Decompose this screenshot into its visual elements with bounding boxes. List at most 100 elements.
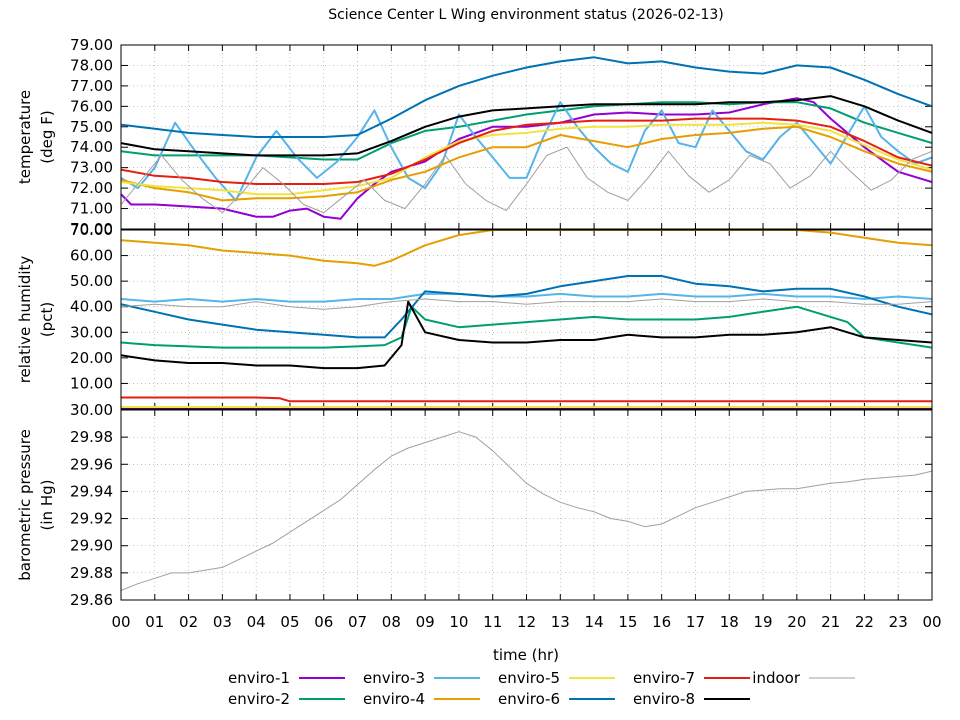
panel-3: 29.86 29.88 29.90 29.92 29.94 29.96 29.98 30.00… <box>16 401 933 609</box>
legend-item-enviro-6: enviro-6 <box>498 690 615 708</box>
legend: enviro-1 enviro-2 enviro-3 enviro-4 enviro-5… <box>228 669 855 708</box>
chart-title: Science Center L Wing environment status… <box>328 7 724 23</box>
y-tick-label: 74.00 <box>70 138 113 156</box>
y-tick-label: 30.00 <box>70 401 113 419</box>
series-line-enviro-2 <box>121 305 932 349</box>
x-axis-label: time (hr) <box>493 646 559 664</box>
legend-label: enviro-6 <box>498 690 560 708</box>
y-tick-label: 29.88 <box>70 564 113 582</box>
x-tick-label: 07 <box>348 613 367 631</box>
plot-frame <box>120 409 933 601</box>
x-tick-label: 11 <box>483 613 502 631</box>
x-tick-label: 16 <box>652 613 671 631</box>
legend-item-enviro-1: enviro-1 <box>228 669 345 687</box>
y-tick-label: 77.00 <box>70 77 113 95</box>
y-tick-label: 60.00 <box>70 247 113 265</box>
x-tick-label: 15 <box>618 613 637 631</box>
x-tick-label: 10 <box>449 613 468 631</box>
legend-label: enviro-1 <box>228 669 290 687</box>
y-tick-label: 10.00 <box>70 374 113 392</box>
series-line-indoor <box>121 146 932 214</box>
x-tick-label: 00 <box>922 613 941 631</box>
legend-item-enviro-3: enviro-3 <box>363 669 480 687</box>
x-tick-label: 14 <box>585 613 604 631</box>
y-tick-label: 29.98 <box>70 428 113 446</box>
y-axis-label: temperature (deg F) <box>16 90 56 184</box>
x-tick-label: 18 <box>720 613 739 631</box>
legend-label: indoor <box>752 669 801 687</box>
series-line-enviro-4 <box>121 125 932 202</box>
y-tick-label: 73.00 <box>70 159 113 177</box>
series-line-enviro-8 <box>121 300 932 370</box>
y-tick-label: 20.00 <box>70 349 113 367</box>
y-tick-label: 78.00 <box>70 56 113 74</box>
y-axis-label: relative humidity (pct) <box>16 256 56 384</box>
x-tick-label: 06 <box>314 613 333 631</box>
x-tick-label: 21 <box>821 613 840 631</box>
panel-2: 10.00 20.00 30.00 40.00 50.00 60.00 70.00 relat… <box>16 221 933 410</box>
gridlines <box>120 229 933 410</box>
x-tick-label: 03 <box>213 613 232 631</box>
x-tick-label: 19 <box>753 613 772 631</box>
legend-label: enviro-4 <box>363 690 425 708</box>
series-line-enviro-7 <box>121 396 932 403</box>
legend-item-enviro-7: enviro-7 <box>633 669 750 687</box>
series-group <box>121 230 932 409</box>
series-line-enviro-7 <box>121 117 932 185</box>
series-line-enviro-4 <box>121 230 932 267</box>
x-tick-label: 00 <box>111 613 130 631</box>
legend-label: enviro-8 <box>633 690 695 708</box>
series-line-enviro-6 <box>121 56 932 138</box>
series-group <box>121 431 932 591</box>
legend-label: enviro-7 <box>633 669 695 687</box>
x-tick-label: 23 <box>889 613 908 631</box>
y-tick-label: 75.00 <box>70 118 113 136</box>
y-tick-label: 71.00 <box>70 200 113 218</box>
series-line-indoor <box>121 298 932 310</box>
y-axis-label: barometric pressure (in Hg) <box>16 429 56 581</box>
series-line-enviro-1 <box>121 97 932 220</box>
plot-frame <box>120 229 933 410</box>
x-tick-label: 20 <box>787 613 806 631</box>
x-tick-label: 17 <box>686 613 705 631</box>
gridlines <box>120 409 933 601</box>
y-tick-label: 70.00 <box>70 220 113 238</box>
y-tick-label: 72.00 <box>70 179 113 197</box>
y-tick-label: 70.00 <box>70 221 113 239</box>
x-tick-label: 13 <box>551 613 570 631</box>
series-line-indoor <box>121 431 932 591</box>
x-tick-label: 04 <box>247 613 266 631</box>
series-line-enviro-3 <box>121 292 932 303</box>
legend-label: enviro-2 <box>228 690 290 708</box>
legend-item-enviro-5: enviro-5 <box>498 669 615 687</box>
chart-panels: 70.00 71.00 72.00 73.00 74.00 75.00 76.00 77.00… <box>16 36 942 631</box>
y-tick-label: 30.00 <box>70 323 113 341</box>
series-line-enviro-6 <box>121 275 932 339</box>
series-line-enviro-8 <box>121 95 932 157</box>
x-tick-label: 22 <box>855 613 874 631</box>
y-tick-label: 76.00 <box>70 97 113 115</box>
x-tick-label: 01 <box>145 613 164 631</box>
y-tick-label: 79.00 <box>70 36 113 54</box>
series-group <box>121 56 932 220</box>
y-tick-label: 29.94 <box>70 482 113 500</box>
series-line-enviro-5 <box>121 121 932 196</box>
y-tick-label: 29.90 <box>70 537 113 555</box>
y-tick-label: 50.00 <box>70 272 113 290</box>
legend-item-enviro-2: enviro-2 <box>228 690 345 708</box>
legend-item-enviro-4: enviro-4 <box>363 690 480 708</box>
x-tick-label: 09 <box>416 613 435 631</box>
x-tick-label: 08 <box>382 613 401 631</box>
legend-item-enviro-8: enviro-8 <box>633 690 750 708</box>
legend-label: enviro-5 <box>498 669 560 687</box>
y-tick-label: 29.86 <box>70 591 113 609</box>
panel-1: 70.00 71.00 72.00 73.00 74.00 75.00 76.00 77.00… <box>16 36 933 238</box>
y-tick-label: 29.96 <box>70 455 113 473</box>
legend-item-indoor: indoor <box>752 669 855 687</box>
y-tick-label: 29.92 <box>70 510 113 528</box>
x-tick-label: 02 <box>179 613 198 631</box>
x-tick-label: 12 <box>517 613 536 631</box>
plot-frame <box>120 44 933 230</box>
legend-label: enviro-3 <box>363 669 425 687</box>
